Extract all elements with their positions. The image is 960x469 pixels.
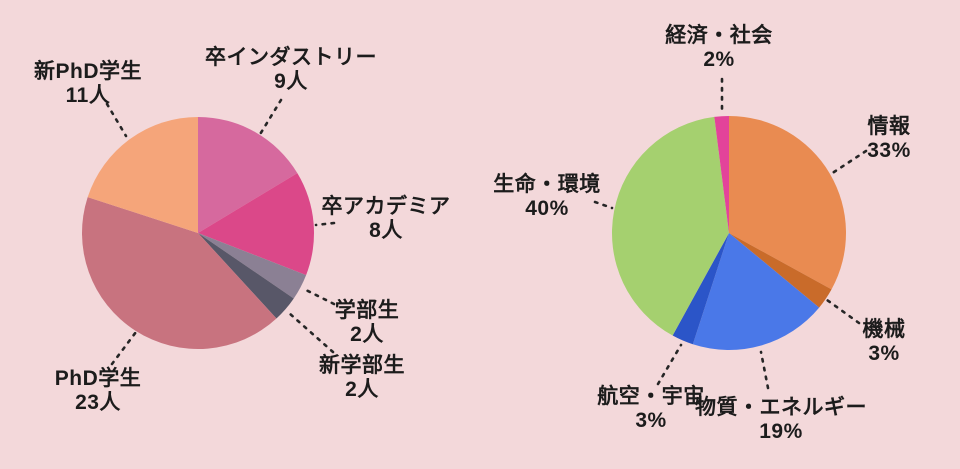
leader-line bbox=[110, 330, 138, 366]
pie-slice bbox=[82, 197, 277, 350]
slice-name: 学部生 bbox=[334, 299, 400, 323]
pie-slice-label: 機械 3% bbox=[863, 318, 906, 366]
slice-value: 2% bbox=[703, 48, 735, 71]
pie-slice bbox=[729, 233, 832, 308]
leader-line bbox=[829, 149, 868, 176]
pie-slice-label: 卒インダストリー 9人 bbox=[205, 46, 377, 94]
slice-name: 生命・環境 bbox=[493, 173, 601, 197]
pie-slice-label: 物質・エネルギー 19% bbox=[695, 396, 867, 444]
slice-name: 情報 bbox=[867, 115, 911, 139]
slice-value: 2人 bbox=[345, 378, 379, 401]
leader-line bbox=[593, 200, 614, 210]
leader-line bbox=[825, 298, 861, 325]
pie-slice bbox=[672, 233, 729, 345]
slice-name: 卒アカデミア bbox=[321, 195, 451, 219]
slice-value: 11人 bbox=[65, 84, 111, 107]
leader-line bbox=[105, 102, 128, 138]
pie-slice-label: 情報 33% bbox=[867, 115, 911, 163]
slice-value: 23人 bbox=[75, 391, 121, 414]
pie-slice-label: 学部生 2人 bbox=[335, 299, 400, 347]
pie-slice bbox=[198, 117, 298, 233]
leader-line bbox=[287, 311, 335, 354]
pie-slice-label: 航空・宇宙 3% bbox=[597, 385, 705, 433]
slice-name: 航空・宇宙 bbox=[597, 385, 705, 409]
pie-slice bbox=[198, 233, 307, 299]
pie-slice-label: PhD学生 23人 bbox=[55, 367, 142, 415]
slice-name: 物質・エネルギー bbox=[695, 396, 867, 420]
pie-slice bbox=[611, 116, 729, 336]
pie-slice bbox=[714, 116, 729, 233]
slice-value: 9人 bbox=[274, 70, 308, 93]
pie-slice-label: 卒アカデミア 8人 bbox=[322, 195, 451, 243]
slice-value: 2人 bbox=[350, 323, 384, 346]
leader-line bbox=[314, 221, 336, 227]
slice-value: 3% bbox=[635, 409, 667, 432]
pie-slice bbox=[198, 233, 294, 319]
pie-slice-label: 新学部生 2人 bbox=[319, 354, 405, 402]
slice-value: 19% bbox=[759, 420, 803, 443]
pie-slice-label: 生命・環境 40% bbox=[493, 173, 601, 221]
leader-line bbox=[302, 287, 336, 306]
pie-slice-label: 経済・社会 2% bbox=[665, 24, 773, 72]
leader-line bbox=[656, 343, 683, 386]
leader-line bbox=[257, 98, 283, 138]
pie-slice bbox=[87, 117, 198, 233]
slice-value: 8人 bbox=[369, 219, 403, 242]
slice-name: 新学部生 bbox=[319, 354, 405, 378]
slice-value: 3% bbox=[868, 342, 900, 365]
slice-name: PhD学生 bbox=[54, 367, 142, 391]
slice-name: 新PhD学生 bbox=[34, 60, 142, 84]
slice-value: 40% bbox=[525, 197, 569, 220]
pie-slice-label: 新PhD学生 11人 bbox=[34, 60, 142, 108]
pie-slice bbox=[729, 116, 847, 290]
leader-line bbox=[759, 350, 770, 390]
slice-name: 機械 bbox=[862, 318, 906, 342]
pie-slice bbox=[198, 173, 315, 276]
slice-value: 33% bbox=[867, 139, 911, 162]
slice-name: 経済・社会 bbox=[665, 24, 773, 48]
slice-name: 卒インダストリー bbox=[205, 46, 377, 70]
pie-slice bbox=[692, 233, 820, 350]
